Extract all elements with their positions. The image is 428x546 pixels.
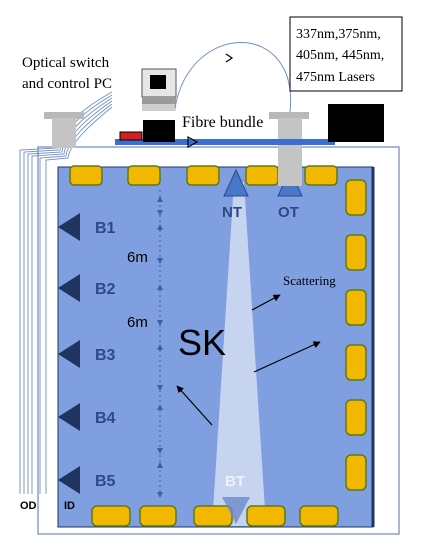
laser-line-3: 475nm Lasers — [296, 70, 375, 85]
od-label: OD — [20, 500, 37, 512]
switch-red-connector — [119, 131, 143, 141]
injector-b5-icon — [58, 466, 80, 494]
distance-label-2: 6m — [127, 314, 148, 331]
light-beam — [212, 182, 266, 526]
laser-label-box — [289, 16, 403, 92]
pmt — [345, 344, 367, 381]
injector-b2-icon — [58, 274, 80, 302]
pmt — [345, 454, 367, 491]
scattering-arrow-1 — [251, 294, 281, 311]
scattering-arrow-2 — [253, 341, 321, 373]
injector-b1-label: B1 — [95, 220, 116, 237]
sk-label: SK — [178, 322, 226, 363]
fibre-bundle-arrow-icon — [187, 135, 199, 149]
scattering-arrow-3 — [176, 385, 213, 426]
distance-arrows — [157, 196, 163, 498]
pmt — [127, 165, 161, 186]
pmt — [91, 505, 131, 527]
distance-label-1: 6m — [127, 249, 148, 266]
pmt — [69, 165, 103, 186]
id-label: ID — [64, 500, 75, 512]
pmt — [139, 505, 177, 527]
pmt — [345, 234, 367, 271]
bt-target-icon — [222, 497, 250, 524]
bt-label: BT — [225, 473, 245, 490]
pmt — [193, 505, 233, 527]
barrel-injectors — [58, 213, 80, 494]
scattering-label: Scattering — [283, 273, 336, 288]
injector-b4-label: B4 — [95, 410, 116, 427]
switch-base-grey — [142, 97, 176, 104]
laser-line-1: 337nm,375nm, — [296, 27, 381, 42]
injector-b3-label: B3 — [95, 347, 116, 364]
nt-injector-icon — [223, 168, 249, 197]
pmt — [245, 165, 279, 186]
pmts-right — [345, 179, 367, 491]
switch-base-light — [142, 104, 176, 111]
ot-label: OT — [278, 204, 299, 221]
fibre-bundle-bar — [115, 139, 335, 145]
injector-b2-label: B2 — [95, 281, 116, 298]
pmt — [345, 179, 367, 216]
pmt — [299, 505, 339, 527]
nt-label: NT — [222, 204, 242, 221]
switch-monitor-screen — [150, 75, 166, 89]
switch-unit — [143, 120, 175, 142]
injector-b1-icon — [58, 213, 80, 241]
right-pillar-cap — [269, 112, 309, 119]
pmts-bottom — [91, 505, 339, 527]
optical-switch-line-1: Optical switch — [22, 55, 110, 71]
fibre-bundle-label: Fibre bundle — [182, 114, 263, 131]
overhead-fibre-loop — [174, 42, 292, 113]
pmts-top — [69, 165, 338, 186]
laser-line-2: 405nm, 445nm, — [296, 48, 384, 63]
injector-b3-icon — [58, 340, 80, 368]
optical-switch-line-2: and control PC — [22, 76, 112, 92]
injector-b4-icon — [58, 403, 80, 431]
left-pillar — [52, 118, 76, 148]
laser-unit — [328, 104, 384, 142]
left-pillar-cap — [44, 112, 84, 119]
pmt — [345, 399, 367, 436]
right-pillar — [278, 118, 302, 186]
overhead-fibre-arrow-icon — [225, 53, 234, 63]
injector-b5-label: B5 — [95, 473, 116, 490]
pmt — [246, 505, 286, 527]
pmt — [345, 289, 367, 326]
pmt — [304, 165, 338, 186]
pmt — [186, 165, 220, 186]
